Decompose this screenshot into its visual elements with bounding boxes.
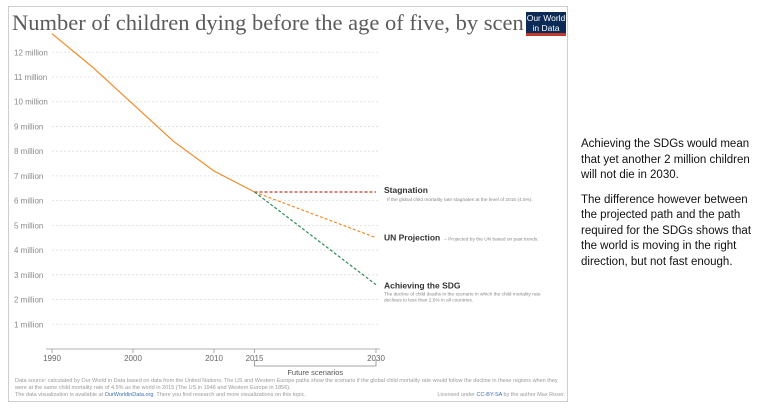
x-tick-label: 2000 xyxy=(124,354,142,363)
y-tick-label: 2 million xyxy=(14,296,43,305)
footer-license: Licensed under CC-BY-SA by the author Ma… xyxy=(437,392,565,399)
license-suffix: by the author Max Roser. xyxy=(502,392,565,398)
owid-logo[interactable]: Our World in Data xyxy=(526,12,566,36)
series-line-3 xyxy=(254,191,377,286)
series-label-stagnation: Stagnation xyxy=(384,185,428,195)
logo-line-1: Our World xyxy=(526,13,566,23)
y-tick-label: 12 million xyxy=(14,48,48,57)
y-tick-label: 1 million xyxy=(14,320,43,329)
series-line-0 xyxy=(51,33,255,193)
y-tick-label: 7 million xyxy=(14,172,43,181)
series-note-stagnation: If the global child mortality rate stagn… xyxy=(387,197,533,203)
x-tick-label: 2015 xyxy=(246,354,264,363)
series-label-sdg: Achieving the SDG xyxy=(384,281,461,291)
series-note-sdg-line2: declines to less than 2.5% in all countr… xyxy=(384,298,473,304)
footer-viz-suffix: . There you find research and more visua… xyxy=(153,392,306,398)
x-tick-label: 2010 xyxy=(205,354,223,363)
y-tick-label: 8 million xyxy=(14,147,43,156)
series-label-un-projection: UN Projection xyxy=(384,233,440,243)
y-tick-label: 5 million xyxy=(14,221,43,230)
chart-footer: Data source: calculated by Our World in … xyxy=(15,378,565,399)
side-commentary: Achieving the SDGs would mean that yet a… xyxy=(581,137,761,279)
side-paragraph-1: Achieving the SDGs would mean that yet a… xyxy=(581,138,750,181)
y-tick-label: 3 million xyxy=(14,271,43,280)
owid-link[interactable]: OurWorldinData.org xyxy=(104,392,154,398)
y-tick-label: 10 million xyxy=(14,98,48,107)
footer-viz-prefix: The data visualization is available at xyxy=(15,392,105,398)
series-note-un-projection: – Projected by the UN based on past tren… xyxy=(444,237,538,243)
logo-line-2: in Data xyxy=(532,23,560,33)
future-scenarios-label: Future scenarios xyxy=(287,368,343,377)
y-tick-label: 4 million xyxy=(14,246,43,255)
side-paragraph-2: The difference however between the proje… xyxy=(581,193,752,268)
x-tick-label: 2030 xyxy=(367,354,385,363)
chart-title: Number of children dying before the age … xyxy=(12,10,524,35)
footer-source: Data source: calculated by Our World in … xyxy=(15,378,558,391)
x-tick-label: 1990 xyxy=(43,354,61,363)
y-tick-label: 9 million xyxy=(14,122,43,131)
footer-viz-note: The data visualization is available at O… xyxy=(15,392,565,399)
license-link[interactable]: CC-BY-SA xyxy=(476,392,503,398)
series-line-2 xyxy=(254,191,377,239)
series-note-sdg-line1: The decline of child deaths in the scena… xyxy=(384,292,541,298)
license-prefix: Licensed under xyxy=(437,392,477,398)
future-bracket xyxy=(254,360,377,367)
y-tick-label: 6 million xyxy=(14,197,43,206)
y-tick-label: 11 million xyxy=(14,73,47,82)
